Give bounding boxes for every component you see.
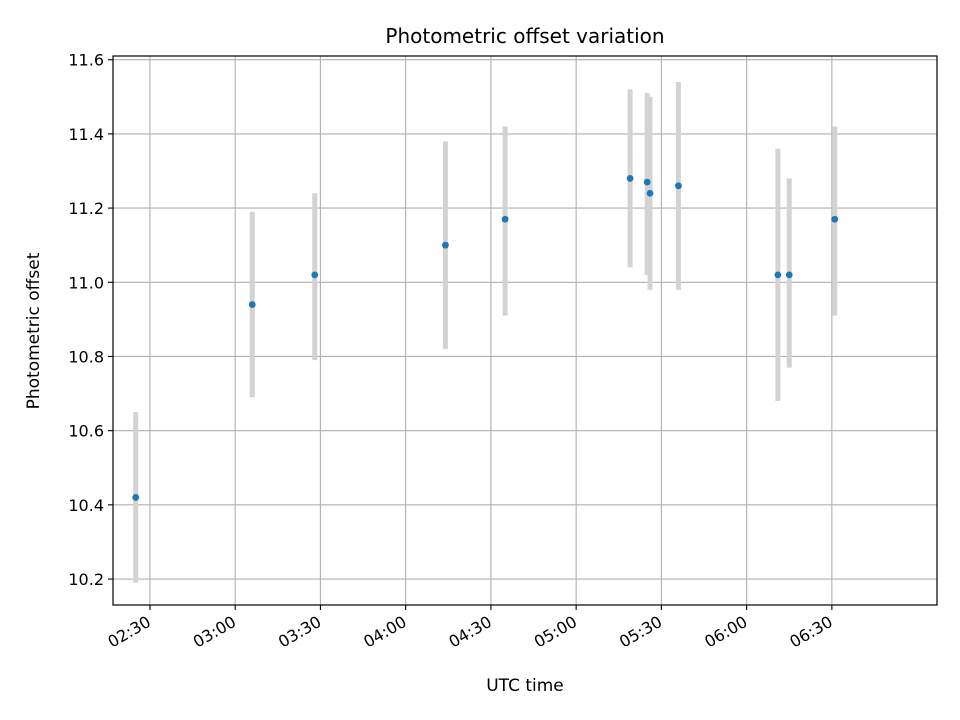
y-axis-title: Photometric offset [24,252,44,409]
data-point [675,182,682,190]
y-tick-label: 11.2 [68,199,104,218]
y-tick-label: 10.2 [68,570,104,589]
data-point [646,189,654,197]
data-points [132,175,839,501]
data-point [785,271,793,279]
plot-frame [112,55,938,606]
data-point [831,215,839,223]
data-point [501,215,509,223]
chart-title: Photometric offset variation [385,24,664,48]
grid [113,56,937,605]
data-point [248,301,256,308]
data-point [643,178,651,186]
data-point [626,175,634,182]
data-point [442,241,449,249]
y-tick-label: 11.0 [68,273,104,292]
y-tick-label: 11.4 [68,125,104,144]
y-tick-label: 10.4 [68,496,104,515]
data-point [311,271,319,279]
y-tick-label: 10.8 [68,347,104,366]
data-point [132,494,140,501]
x-axis-title: UTC time [486,676,564,696]
data-point [774,271,782,279]
y-tick-label: 10.6 [68,422,104,441]
y-tick-label: 11.6 [68,51,104,70]
